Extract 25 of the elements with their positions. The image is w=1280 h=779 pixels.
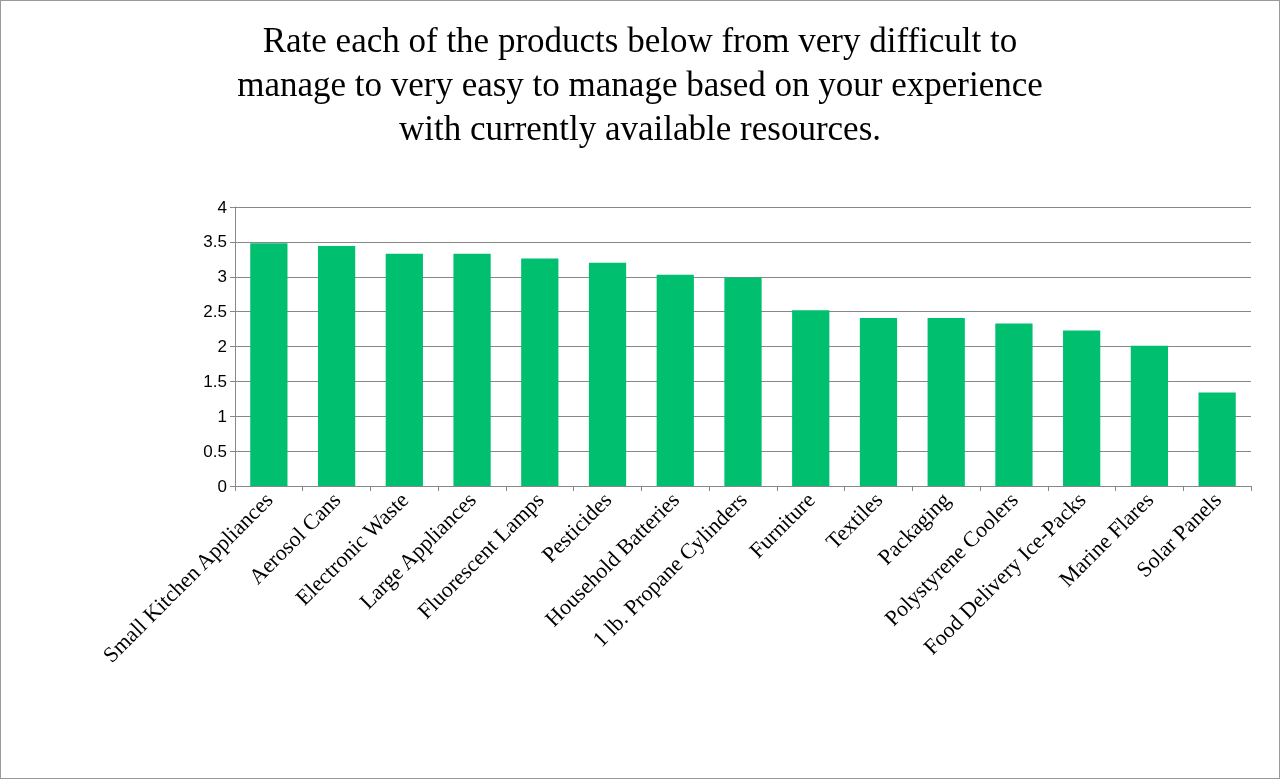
bar: [317, 246, 356, 486]
y-tick-label: 2.5: [203, 302, 227, 322]
y-tick-label: 1.5: [203, 371, 227, 391]
bar: [859, 317, 898, 486]
bar: [385, 253, 423, 486]
bar: [1063, 330, 1101, 486]
y-tick-label: 3: [217, 267, 227, 287]
bar: [521, 258, 559, 486]
y-tick-label: 3.5: [203, 232, 227, 252]
bar: [995, 323, 1033, 486]
bar: [453, 253, 491, 486]
bar: [724, 277, 762, 486]
chart-title: Rate each of the products below from very difficult to manage to very easy to manage based on your experience with currently available resources.: [237, 20, 1043, 148]
bar: [792, 310, 830, 486]
y-tick-label: 0: [217, 476, 227, 496]
bar: [588, 262, 627, 486]
y-tick-label: 0.5: [203, 441, 227, 461]
bar: [656, 274, 694, 486]
bar: [927, 317, 965, 486]
y-tick-label: 1: [217, 406, 227, 426]
y-tick-label: 4: [217, 197, 227, 217]
bar: [1198, 392, 1236, 486]
bar: [250, 243, 288, 486]
y-tick-label: 2: [217, 337, 227, 356]
bar: [1130, 345, 1169, 486]
